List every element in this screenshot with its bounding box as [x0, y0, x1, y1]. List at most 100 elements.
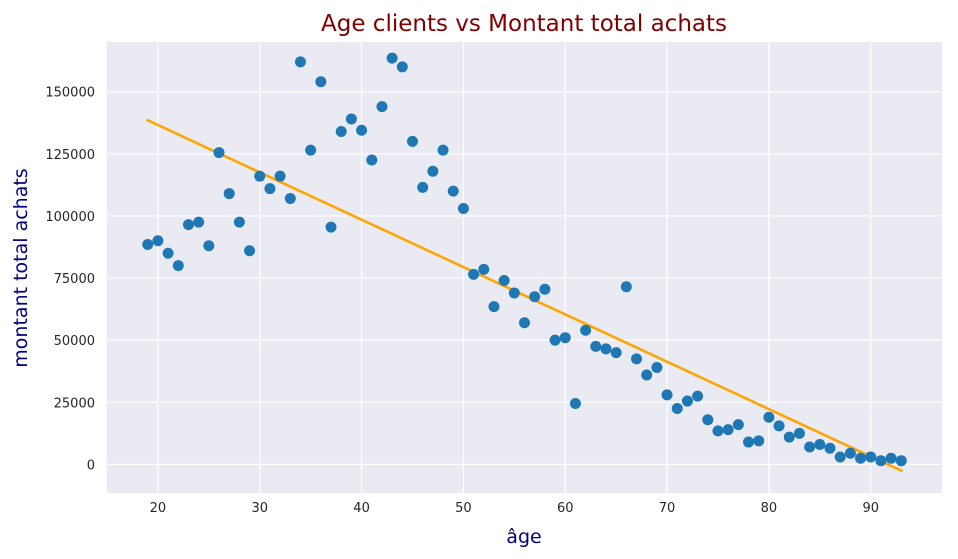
scatter-point	[213, 147, 225, 159]
scatter-point	[692, 390, 704, 402]
y-tick-label: 0	[87, 458, 95, 473]
scatter-points	[142, 52, 907, 467]
scatter-point	[895, 455, 907, 467]
y-tick-label: 25000	[54, 396, 95, 411]
scatter-point	[162, 247, 174, 259]
scatter-point	[254, 170, 266, 182]
scatter-point	[193, 216, 205, 228]
scatter-point	[498, 275, 510, 287]
scatter-point	[356, 124, 368, 136]
trend-line-group	[146, 118, 903, 473]
trend-line	[146, 118, 903, 473]
scatter-point	[681, 395, 693, 407]
scatter-point	[875, 455, 887, 467]
scatter-point	[345, 113, 357, 125]
scatter-point	[396, 61, 408, 73]
scatter-point	[590, 340, 602, 352]
scatter-point	[824, 442, 836, 454]
scatter-point	[264, 183, 276, 195]
scatter-point	[274, 170, 286, 182]
x-tick-label: 70	[659, 501, 676, 516]
scatter-point	[182, 219, 194, 231]
x-tick-label: 90	[862, 501, 879, 516]
y-tick-label: 50000	[54, 334, 95, 349]
scatter-point	[305, 144, 317, 156]
scatter-point	[631, 353, 643, 365]
x-tick-labels: 20 30 40 50 60 70 80 90	[150, 501, 879, 516]
x-tick-label: 50	[455, 501, 472, 516]
scatter-point	[844, 447, 856, 459]
scatter-point	[406, 135, 418, 147]
scatter-point	[885, 452, 897, 464]
scatter-point	[468, 268, 480, 280]
scatter-point	[804, 441, 816, 453]
scatter-point	[855, 452, 867, 464]
scatter-point	[508, 287, 520, 299]
scatter-point	[661, 389, 673, 401]
x-tick-label: 20	[150, 501, 167, 516]
x-tick-label: 80	[761, 501, 778, 516]
scatter-point	[457, 202, 469, 214]
scatter-point	[814, 439, 826, 451]
scatter-point	[376, 101, 388, 113]
scatter-point	[223, 188, 235, 200]
scatter-point	[519, 317, 530, 329]
scatter-point	[783, 431, 795, 443]
x-axis-label: âge	[506, 526, 541, 548]
scatter-point	[702, 414, 714, 426]
scatter-point	[793, 427, 805, 439]
scatter-point	[294, 56, 306, 68]
scatter-point	[539, 283, 551, 295]
scatter-point	[865, 451, 877, 463]
scatter-point	[580, 324, 592, 336]
x-tick-label: 60	[557, 501, 574, 516]
scatter-point	[773, 420, 785, 432]
y-tick-label: 150000	[45, 86, 95, 101]
scatter-point	[488, 301, 500, 313]
scatter-point	[366, 154, 378, 166]
x-tick-label: 30	[251, 501, 268, 516]
scatter-point	[549, 334, 561, 346]
y-axis-label: montant total achats	[10, 168, 32, 367]
scatter-point	[172, 260, 184, 272]
y-tick-label: 125000	[45, 148, 95, 163]
scatter-point	[447, 185, 459, 197]
scatter-point	[600, 343, 612, 355]
scatter-point	[203, 240, 215, 252]
scatter-point	[284, 193, 296, 205]
scatter-point	[753, 435, 765, 447]
scatter-point	[142, 239, 154, 251]
scatter-point	[732, 419, 744, 431]
scatter-point	[610, 347, 622, 359]
scatter-point	[427, 165, 439, 177]
scatter-point	[335, 125, 347, 137]
y-tick-label: 100000	[45, 210, 95, 225]
scatter-point	[152, 235, 164, 247]
grid-lines	[107, 42, 942, 493]
scatter-point	[529, 291, 541, 303]
scatter-point	[834, 451, 846, 463]
y-tick-labels: 0 25000 50000 75000 100000 125000 150000	[45, 86, 95, 474]
y-tick-label: 75000	[54, 272, 95, 287]
scatter-point	[315, 76, 327, 88]
scatter-point	[559, 332, 571, 344]
scatter-point	[233, 216, 245, 228]
scatter-point	[620, 281, 632, 293]
chart-title: Age clients vs Montant total achats	[321, 11, 727, 37]
scatter-point	[763, 411, 775, 423]
scatter-point	[712, 425, 724, 437]
scatter-point	[743, 436, 755, 448]
scatter-point	[671, 403, 683, 415]
scatter-point	[325, 221, 337, 233]
scatter-point	[569, 398, 581, 410]
scatter-point	[244, 245, 256, 257]
scatter-point	[722, 424, 734, 436]
scatter-point	[651, 362, 663, 374]
scatter-point	[437, 144, 449, 156]
scatter-point	[478, 263, 490, 275]
x-tick-label: 40	[353, 501, 370, 516]
scatter-point	[417, 181, 429, 193]
scatter-point	[641, 369, 653, 381]
scatter-point	[386, 52, 398, 64]
